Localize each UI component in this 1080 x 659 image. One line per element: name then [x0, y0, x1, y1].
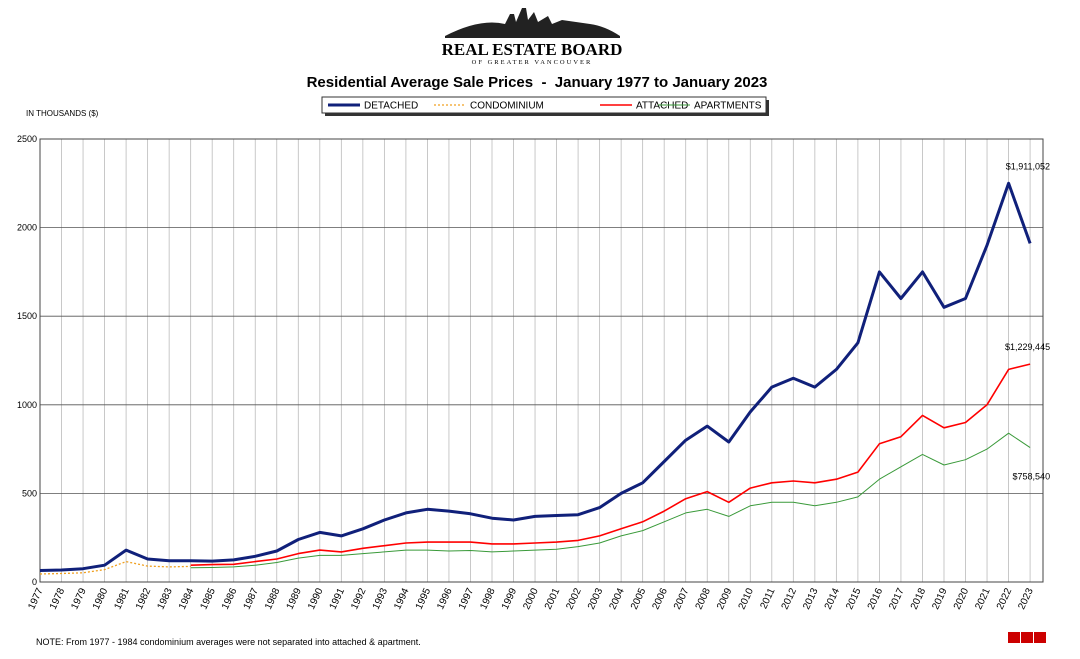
x-tick-label: 2011 [758, 586, 777, 611]
series-line [190, 363, 1031, 566]
x-tick-label: 1977 [26, 586, 46, 611]
x-tick-label: 1988 [263, 586, 283, 611]
legend-label: ATTACHED [636, 101, 688, 112]
x-tick-label: 2009 [715, 586, 735, 611]
series-line [190, 432, 1031, 569]
series-line [39, 181, 1032, 572]
x-tick-label: 2000 [521, 586, 541, 611]
x-tick-label: 2016 [866, 586, 886, 611]
x-tick-label: 2008 [694, 586, 714, 611]
x-tick-label: 1985 [199, 586, 219, 611]
x-tick-label: 1996 [435, 586, 455, 611]
y-tick-label: 1500 [17, 311, 37, 321]
x-tick-label: 1991 [328, 586, 348, 611]
y-tick-label: 500 [22, 488, 37, 498]
legend-label: CONDOMINIUM [470, 101, 544, 112]
x-tick-label: 2023 [1016, 586, 1036, 611]
x-tick-label: 1997 [457, 586, 477, 611]
y-tick-label: 1000 [17, 400, 37, 410]
x-tick-label: 2018 [909, 586, 929, 611]
x-tick-label: 1979 [69, 586, 89, 611]
x-tick-label: 2014 [823, 586, 843, 611]
x-tick-label: 2021 [973, 586, 993, 611]
x-tick-label: 1984 [177, 586, 197, 611]
x-tick-label: 1993 [371, 586, 391, 611]
legend-label: DETACHED [364, 101, 418, 112]
end-label: $1,229,445 [1005, 342, 1050, 352]
series-line [39, 560, 191, 575]
logo-subtitle: OF GREATER VANCOUVER [472, 59, 593, 66]
x-tick-label: 1986 [220, 586, 240, 611]
x-tick-label: 2005 [629, 586, 649, 611]
x-tick-label: 2010 [737, 586, 757, 611]
x-tick-label: 1989 [285, 586, 305, 611]
y-tick-label: 2000 [17, 223, 37, 233]
x-tick-label: 2004 [607, 586, 627, 611]
end-label: $758,540 [1013, 472, 1051, 482]
chart-title: Residential Average Sale Prices - Januar… [307, 74, 768, 91]
x-tick-label: 2007 [672, 586, 692, 611]
y-tick-label: 2500 [17, 134, 37, 144]
legend: DETACHED CONDOMINIUM ATTACHED APARTMENTS [321, 96, 769, 116]
x-tick-label: 2001 [543, 586, 563, 611]
note: NOTE: From 1977 - 1984 condominium avera… [36, 637, 421, 647]
x-tick-label: 2022 [995, 586, 1015, 611]
x-tick-label: 1982 [134, 586, 154, 611]
mls-logo [1008, 632, 1046, 643]
y-tick-label: 0 [32, 577, 37, 587]
y-axis-label: IN THOUSANDS ($) [26, 109, 99, 118]
x-tick-label: 1998 [478, 586, 498, 611]
x-tick-label: 1978 [48, 586, 68, 611]
x-tick-label: 1983 [155, 586, 175, 611]
x-tick-label: 1994 [392, 586, 412, 611]
end-label: $1,911,052 [1006, 161, 1050, 171]
x-tick-label: 2013 [801, 586, 821, 611]
logo: REAL ESTATE BOARD OF GREATER VANCOUVER [442, 8, 623, 66]
x-tick-label: 2015 [844, 586, 864, 611]
x-tick-label: 1995 [414, 586, 434, 611]
x-tick-label: 2006 [651, 586, 671, 611]
x-tick-label: 2003 [586, 586, 606, 611]
x-tick-label: 2020 [952, 586, 972, 611]
x-tick-label: 1999 [500, 586, 520, 611]
x-tick-label: 1981 [112, 586, 132, 611]
x-tick-label: 1987 [242, 586, 262, 611]
x-tick-label: 1990 [306, 586, 326, 611]
legend-box [321, 96, 767, 114]
logo-title: REAL ESTATE BOARD [442, 40, 623, 59]
x-tick-label: 2017 [887, 586, 907, 611]
plot-frame [39, 138, 1044, 583]
legend-label: APARTMENTS [694, 101, 762, 112]
x-tick-label: 1992 [349, 586, 369, 611]
x-tick-label: 1980 [91, 586, 111, 611]
x-tick-label: 2002 [564, 586, 584, 611]
x-tick-label: 2012 [780, 586, 800, 611]
x-tick-label: 2019 [930, 586, 950, 611]
